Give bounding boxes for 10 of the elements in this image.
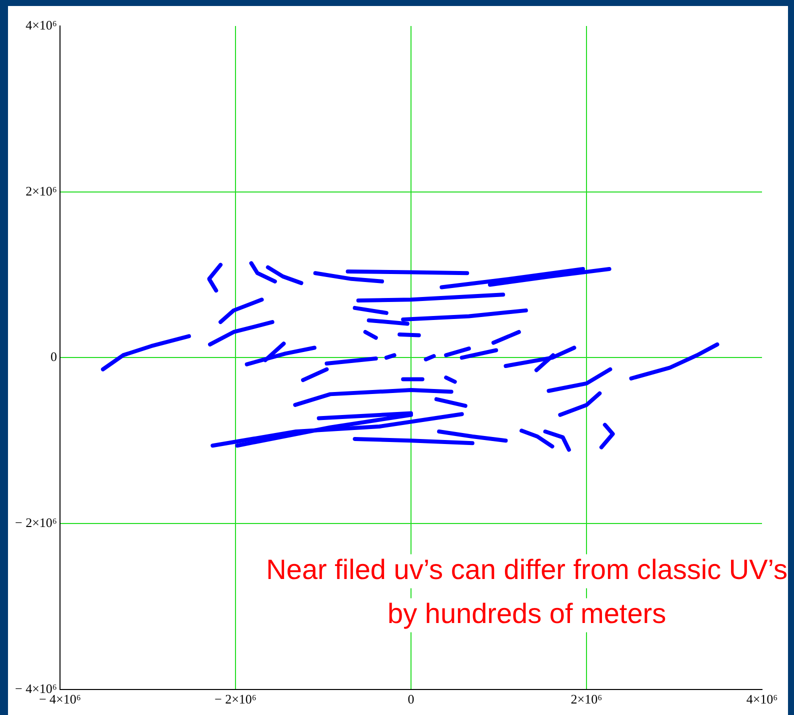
annotation: Near filed uv’s can differ from classic UV’s by hundreds of meters [266, 554, 788, 629]
y-tick-label: 2×10⁶ [26, 183, 57, 198]
x-tick-label: 4×10⁶ [746, 692, 778, 707]
x-tick-label: 2×10⁶ [570, 692, 602, 707]
y-tick-label: − 4×10⁶ [14, 680, 57, 696]
y-tick-label: 0 [50, 349, 57, 364]
x-tick-label: 0 [408, 692, 414, 707]
x-tick-label: − 2×10⁶ [214, 692, 256, 707]
y-tick-label: 4×10⁶ [26, 17, 57, 32]
y-tick-label: − 2×10⁶ [14, 514, 57, 530]
